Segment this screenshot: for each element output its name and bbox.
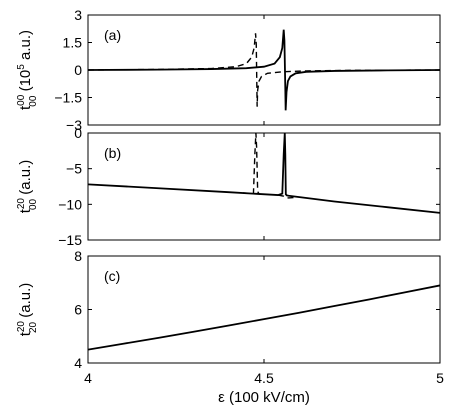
x-tick-label: 4.5 [254,370,274,386]
y-label-sup: 20 [16,321,27,333]
y-label-unit: (a.u.) [17,160,34,199]
x-tick-label: 4 [84,370,92,386]
y-axis-label: t2000 (a.u.) [16,160,39,214]
y-label-sub: 00 [28,198,39,210]
y-label-base: t [17,331,34,336]
y-label-sup: 00 [16,94,27,106]
y-tick-label: 4 [74,355,82,371]
panel-tag: (c) [104,268,120,284]
y-axis-label: t2020 (a.u.) [16,283,39,337]
series-line-dashed-3 [277,194,298,199]
y-tick-label: −5 [66,161,82,177]
y-tick-label: 0 [74,62,82,78]
panel-2: 0 −5 −10 −15 (b) t2000 (a.u.) [16,125,441,248]
y-tick-label: 3 [74,7,82,23]
panel-tag: (b) [104,145,121,161]
series-line-solid-1 [88,29,440,111]
y-tick-label: 6 [74,302,82,318]
y-label-sup: 20 [16,198,27,210]
panel-1: 3 1.5 0 −1.5 −3 (a) t0000 (105 a.u.) [16,7,441,133]
series-line-solid-1 [88,133,440,214]
y-tick-label: −1.5 [54,90,82,106]
series-line-dashed-2 [88,33,440,107]
panel-tag: (a) [104,27,121,43]
series-line-dashed-2 [242,133,261,196]
y-axis-label: t0000 (105 a.u.) [16,30,39,110]
y-tick-label: 8 [74,248,82,264]
y-tick-label: −3 [66,117,82,133]
panel-3: 8 6 4 (c) t2020 (a.u.) [16,248,441,371]
y-label-sub: 20 [28,321,39,333]
y-label-unit-exp: 5 [16,64,27,70]
y-tick-label: 1.5 [63,35,83,51]
y-label-base: t [17,105,34,110]
y-label-sub: 00 [28,95,39,107]
y-tick-label: −10 [58,196,82,212]
y-label-base: t [17,208,34,213]
series-line-solid-1 [88,284,440,351]
x-axis-label: ε (100 kV/cm) [218,389,310,406]
y-label-unit: (10 [17,70,34,96]
y-label-unit-rest: a.u.) [17,30,34,64]
plot-frame [87,255,441,364]
y-tick-label: 0 [74,125,82,141]
x-tick-label: 5 [436,370,444,386]
y-tick-label: −15 [58,232,82,248]
y-label-unit: (a.u.) [17,283,34,322]
